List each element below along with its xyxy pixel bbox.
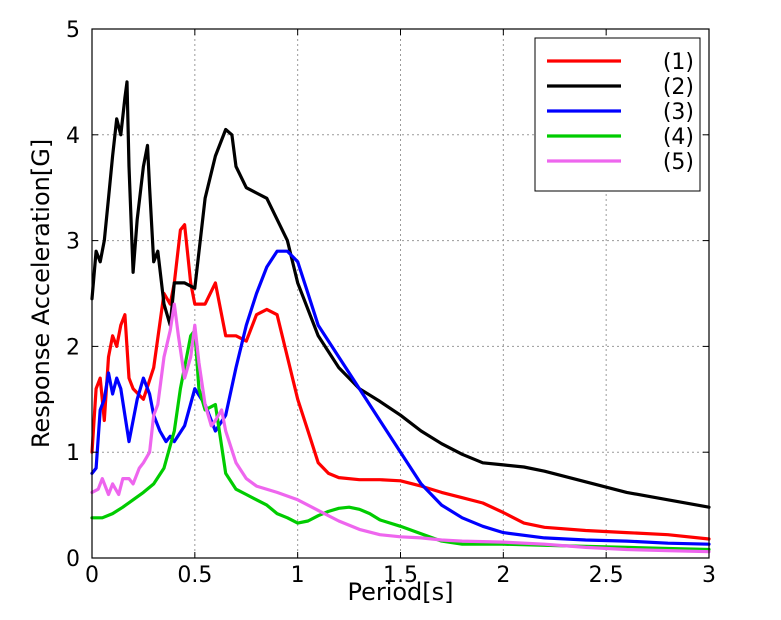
x-tick-label: 3 (702, 563, 716, 588)
axis-ticks: 0 0.5 1 1.5 2 2.5 3 0 1 2 3 4 5 (66, 18, 716, 588)
legend-label-5: (5) (663, 150, 694, 175)
legend-label-3: (3) (663, 100, 694, 125)
series-line-2 (90, 80, 711, 509)
y-tick-label: 2 (66, 335, 80, 360)
y-axis-label: Response Acceleration[G] (27, 139, 55, 448)
legend: (1)(2)(3)(4)(5) (534, 37, 701, 192)
series-lines (90, 80, 711, 554)
x-tick-label: 2 (496, 563, 510, 588)
y-tick-label: 1 (66, 441, 80, 466)
legend-label-1: (1) (663, 50, 694, 75)
x-tick-label: 1.5 (383, 563, 418, 588)
x-tick-label: 0.5 (177, 563, 212, 588)
legend-box (534, 37, 701, 192)
series-line-5 (90, 302, 711, 554)
x-tick-label: 0 (85, 563, 99, 588)
x-tick-label: 2.5 (589, 563, 624, 588)
legend-label-4: (4) (663, 125, 694, 150)
x-axis-label: Period[s] (347, 578, 453, 606)
y-tick-label: 5 (66, 18, 80, 43)
grid (92, 29, 709, 558)
x-tick-label: 1 (291, 563, 305, 588)
series-line-3 (90, 249, 711, 546)
y-tick-label: 3 (66, 230, 80, 255)
y-tick-label: 4 (66, 124, 80, 149)
series-line-1 (90, 223, 711, 541)
y-tick-label: 0 (66, 547, 80, 572)
legend-label-2: (2) (663, 75, 694, 100)
